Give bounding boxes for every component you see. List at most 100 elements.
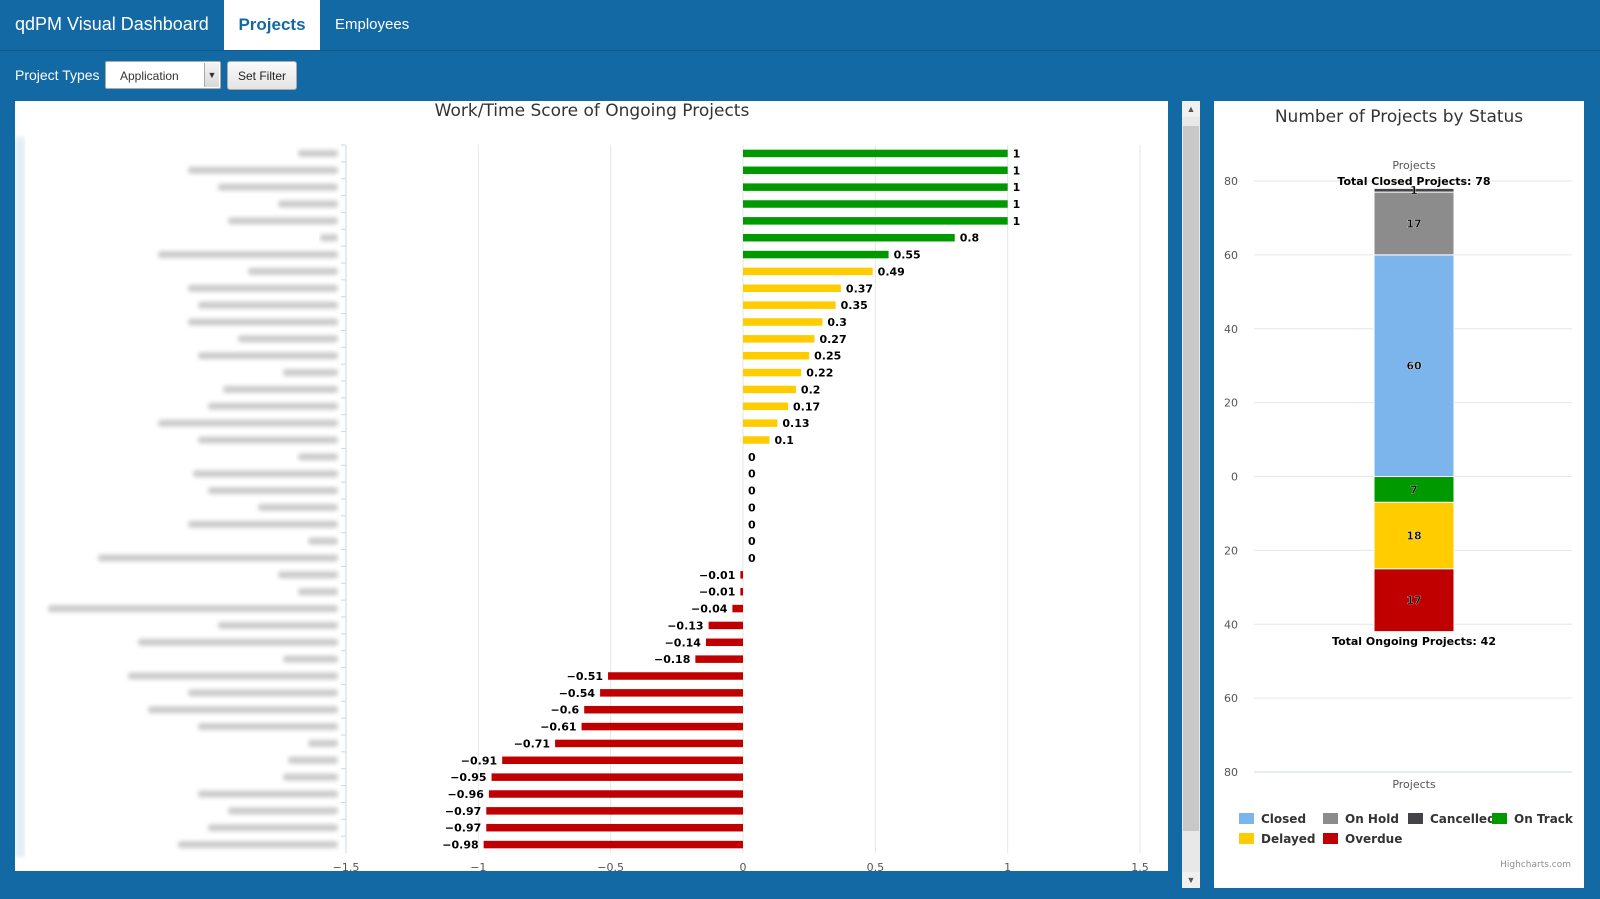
legend-label: Closed [1261, 812, 1306, 826]
score-bar[interactable] [740, 571, 743, 579]
score-bar[interactable] [743, 200, 1008, 208]
score-bar[interactable] [743, 318, 823, 326]
score-bar[interactable] [743, 267, 873, 276]
score-bar[interactable] [743, 436, 770, 444]
legend-item-delayed[interactable]: Delayed [1239, 832, 1316, 846]
blurred-category-label [198, 723, 338, 731]
status-bar-delayed[interactable] [1373, 501, 1455, 570]
y-tick-label: 0 [1231, 471, 1238, 484]
blurred-category-label [128, 672, 338, 680]
score-bar[interactable] [743, 351, 810, 360]
score-data-label: 0.1 [774, 434, 794, 447]
score-bar[interactable] [743, 149, 1008, 158]
legend-item-closed[interactable]: Closed [1239, 812, 1306, 826]
blurred-category-label [283, 773, 338, 781]
score-bar[interactable] [502, 756, 743, 765]
legend-item-overdue[interactable]: Overdue [1323, 832, 1402, 846]
legend-swatch [1408, 813, 1423, 824]
blurred-category-label [158, 251, 338, 259]
score-bar[interactable] [486, 823, 743, 832]
score-data-label: 0 [748, 501, 756, 514]
blurred-category-label [208, 487, 338, 495]
score-bar[interactable] [608, 672, 743, 680]
project-type-select[interactable]: Application ▼ [105, 61, 221, 89]
score-bar[interactable] [743, 250, 889, 259]
status-bar-on_hold[interactable] [1373, 191, 1455, 256]
score-data-label: 0.22 [806, 367, 833, 380]
work-time-chart: Work/Time Score of Ongoing Projects 1 1 1 1… [15, 101, 1149, 874]
chart-scrollbar-thumb[interactable] [1183, 126, 1199, 831]
score-bar[interactable] [486, 807, 743, 815]
score-bar[interactable] [743, 402, 788, 411]
score-data-label: −0.96 [448, 788, 485, 801]
score-bar[interactable] [743, 419, 778, 427]
blurred-category-label [148, 706, 338, 714]
score-bar[interactable] [705, 638, 743, 647]
blurred-category-label [198, 790, 338, 798]
tab-projects[interactable]: Projects [224, 0, 320, 50]
score-bar[interactable] [743, 233, 955, 242]
work-time-chart-panel: Work/Time Score of Ongoing Projects 1 1 1 1… [15, 101, 1168, 874]
score-bar[interactable] [483, 840, 743, 849]
status-chart: Number of Projects by Status 80 60 40 20 0 20… [1224, 107, 1574, 870]
score-bar[interactable] [584, 705, 743, 714]
blurred-category-label [258, 503, 338, 511]
legend-label: Overdue [1345, 832, 1402, 846]
status-bar-on_track[interactable] [1373, 476, 1455, 503]
score-data-label: −0.01 [699, 586, 735, 599]
score-bar[interactable] [695, 655, 743, 663]
x-tick-label: 0 [740, 861, 747, 871]
legend-swatch [1323, 813, 1338, 824]
score-bar[interactable] [708, 621, 743, 630]
score-data-label: 0.2 [801, 383, 821, 396]
score-data-label: 1 [1013, 215, 1021, 228]
status-bar-cancelled[interactable] [1373, 187, 1455, 193]
status-bar-overdue[interactable] [1373, 568, 1455, 633]
blurred-category-label [308, 739, 338, 747]
score-data-label: 0.27 [819, 333, 846, 346]
score-data-label: 0 [748, 552, 756, 565]
legend-swatch [1492, 813, 1507, 824]
score-bar[interactable] [743, 183, 1008, 191]
score-data-label: −0.91 [461, 754, 497, 767]
tab-employees[interactable]: Employees [335, 16, 410, 33]
set-filter-button[interactable]: Set Filter [227, 61, 297, 90]
chevron-down-icon[interactable]: ▼ [204, 63, 219, 87]
score-bar[interactable] [743, 368, 802, 377]
blurred-category-label [283, 369, 338, 377]
status-bar-closed[interactable] [1373, 254, 1455, 477]
score-data-label: 0 [748, 518, 756, 531]
score-bar[interactable] [581, 722, 743, 731]
scroll-up-icon[interactable]: ▲ [1182, 101, 1200, 117]
legend-item-cancelled[interactable]: Cancelled [1408, 812, 1496, 826]
blurred-category-label [298, 453, 338, 461]
brand-title[interactable]: qdPM Visual Dashboard [15, 14, 209, 34]
y-tick-label: 60 [1224, 692, 1238, 705]
score-bar[interactable] [743, 284, 841, 293]
legend-swatch [1239, 833, 1254, 844]
score-bar[interactable] [740, 587, 743, 596]
score-data-label: −0.54 [559, 687, 596, 700]
score-bar[interactable] [732, 604, 743, 613]
score-bar[interactable] [743, 217, 1008, 225]
top-navbar: qdPM Visual Dashboard Projects Employees [0, 0, 1600, 51]
score-data-label: −0.61 [540, 721, 576, 734]
score-bar[interactable] [743, 385, 796, 394]
score-bar[interactable] [491, 773, 743, 781]
score-bar[interactable] [600, 689, 743, 697]
score-bar[interactable] [743, 166, 1008, 175]
score-bar[interactable] [488, 790, 743, 798]
highcharts-credit[interactable]: Highcharts.com [1500, 860, 1571, 870]
legend-item-on_track[interactable]: On Track [1492, 812, 1574, 826]
project-type-select-value: Application [120, 69, 179, 83]
legend-item-on_hold[interactable]: On Hold [1323, 812, 1399, 826]
score-bar[interactable] [743, 335, 815, 343]
scroll-down-icon[interactable]: ▼ [1182, 872, 1200, 888]
score-data-label: 0.17 [793, 400, 820, 413]
score-bar[interactable] [555, 739, 743, 748]
score-bar[interactable] [743, 301, 836, 309]
y-tick-label: 20 [1224, 397, 1238, 410]
x-tick-label: 1.5 [1131, 861, 1149, 871]
score-data-label: −0.97 [445, 822, 481, 835]
legend-swatch [1239, 813, 1254, 824]
